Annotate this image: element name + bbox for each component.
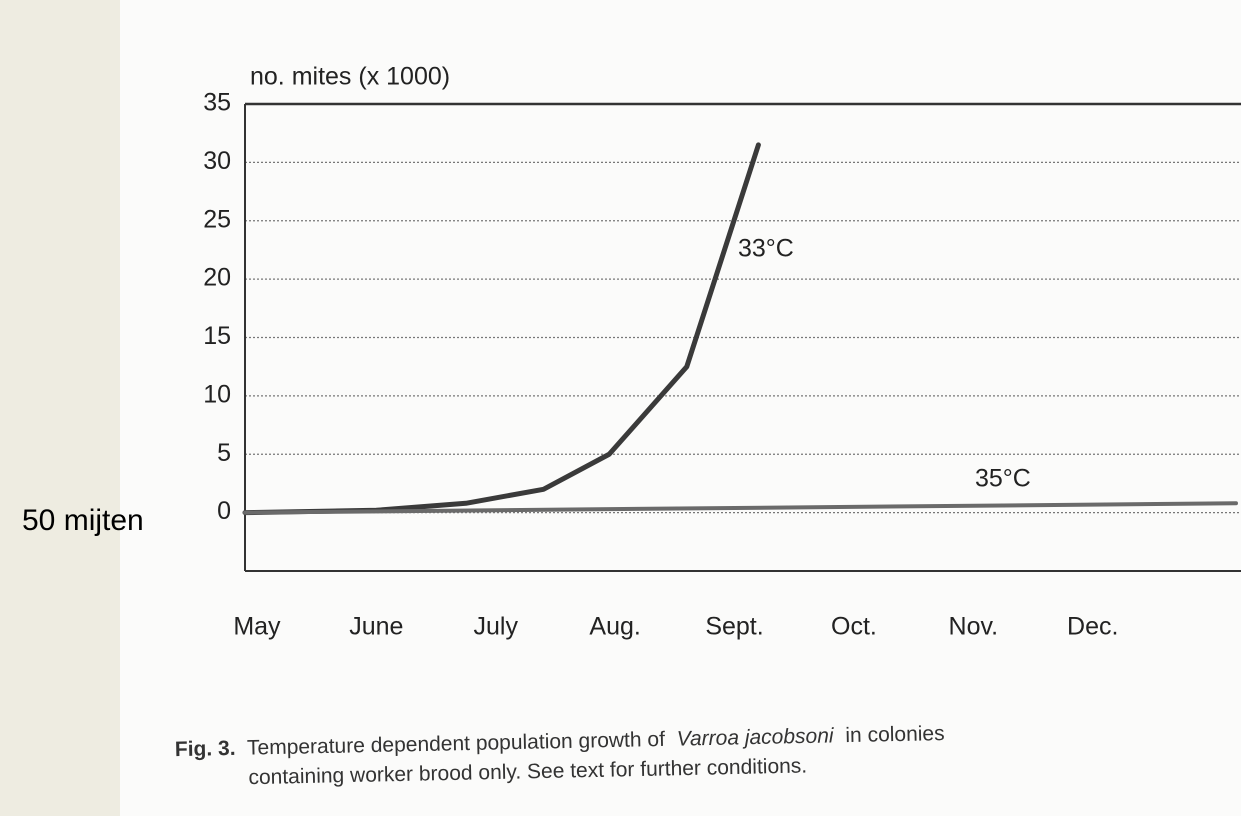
y-tick-label: 5 bbox=[217, 439, 231, 467]
x-tick-label: Nov. bbox=[949, 613, 999, 641]
caption: Fig. 3. Temperature dependent population… bbox=[175, 722, 945, 790]
y-tick-label: 20 bbox=[203, 264, 231, 292]
y-tick-label: 10 bbox=[203, 380, 231, 408]
y-tick-label: 30 bbox=[203, 147, 231, 175]
series-label: 33°C bbox=[738, 235, 794, 263]
x-tick-label: Oct. bbox=[831, 613, 877, 641]
series-label: 35°C bbox=[975, 465, 1031, 493]
caption-text: in colonies bbox=[845, 722, 945, 747]
x-tick-label: Aug. bbox=[589, 613, 640, 641]
x-tick-label: Sept. bbox=[705, 613, 763, 641]
note: 50 mijten bbox=[22, 504, 144, 537]
series-line bbox=[242, 142, 761, 516]
x-tick-label: May bbox=[233, 613, 281, 641]
y-tick-label: 35 bbox=[203, 89, 231, 117]
paper bbox=[120, 0, 1241, 816]
caption-line: containing worker brood only. See text f… bbox=[248, 754, 807, 789]
caption-text: Temperature dependent population growth … bbox=[247, 727, 666, 759]
y-tick-label: 25 bbox=[203, 205, 231, 233]
x-tick-label: July bbox=[474, 613, 519, 641]
caption-species: Varroa jacobsoni bbox=[676, 724, 835, 750]
series-line bbox=[243, 501, 1238, 515]
x-tick-label: Dec. bbox=[1067, 613, 1118, 641]
y-tick-label: 15 bbox=[203, 322, 231, 350]
y-axis-label: no. mites (x 1000) bbox=[250, 63, 450, 91]
x-tick-label: June bbox=[349, 613, 403, 641]
y-tick-label: 0 bbox=[217, 497, 231, 525]
caption-line: Fig. 3. Temperature dependent population… bbox=[175, 722, 945, 761]
caption-label: Fig. 3. bbox=[175, 736, 236, 760]
